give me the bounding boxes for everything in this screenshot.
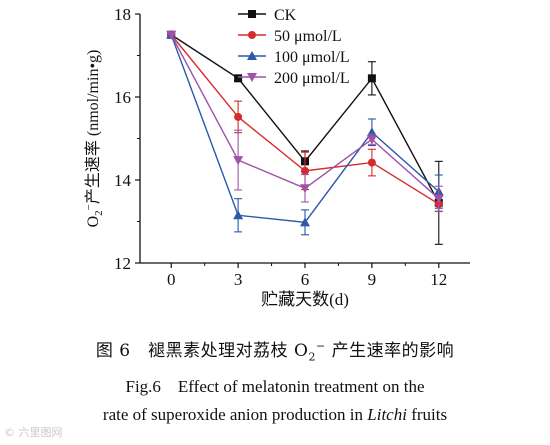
data-point <box>233 210 244 220</box>
y-tick-label: 12 <box>114 254 131 273</box>
data-point <box>300 217 310 227</box>
data-point <box>301 166 309 175</box>
data-point <box>233 156 244 166</box>
y-tick-label: 16 <box>114 88 131 107</box>
x-tick-label: 6 <box>301 270 310 289</box>
legend-label: 100 μmol/L <box>274 49 350 66</box>
data-point <box>166 30 177 40</box>
data-point <box>367 74 376 83</box>
legend-label: 50 μmol/L <box>274 28 342 45</box>
y-tick-label: 18 <box>114 5 131 24</box>
y-axis-title: O2−产生速率 (nmol/min•g) <box>83 50 105 228</box>
legend-marker <box>248 31 256 39</box>
x-tick-label: 9 <box>368 270 377 289</box>
legend-marker <box>248 10 256 18</box>
x-tick-label: 3 <box>234 270 243 289</box>
data-point <box>234 74 243 83</box>
y-tick-label: 14 <box>114 171 132 190</box>
data-point <box>366 135 377 145</box>
data-point <box>300 184 310 194</box>
data-point <box>367 158 376 167</box>
data-point <box>234 112 243 121</box>
figure-caption-english-line1: Fig.6 Effect of melatonin treatment on t… <box>125 377 425 396</box>
legend-label: 200 μmol/L <box>274 70 350 87</box>
watermark: © 六里图网 <box>4 426 63 439</box>
x-axis-title: 贮藏天数(d) <box>261 290 349 309</box>
figure-caption-chinese: 图 6 褪黑素处理对荔枝 O2− 产生速率的影响 <box>95 339 455 364</box>
legend-marker <box>247 73 257 82</box>
data-point <box>433 194 444 204</box>
legend-label: CK <box>274 7 297 24</box>
figure-caption-english-line2: rate of superoxide anion production in L… <box>102 405 448 424</box>
x-tick-label: 0 <box>167 270 176 289</box>
line-chart: 12 14 16 18 0 3 6 9 12 贮藏天数(d) O2−产生速率 (nmol/min•g… <box>83 5 470 309</box>
legend-marker <box>247 51 257 60</box>
x-tick-label: 12 <box>430 270 447 289</box>
